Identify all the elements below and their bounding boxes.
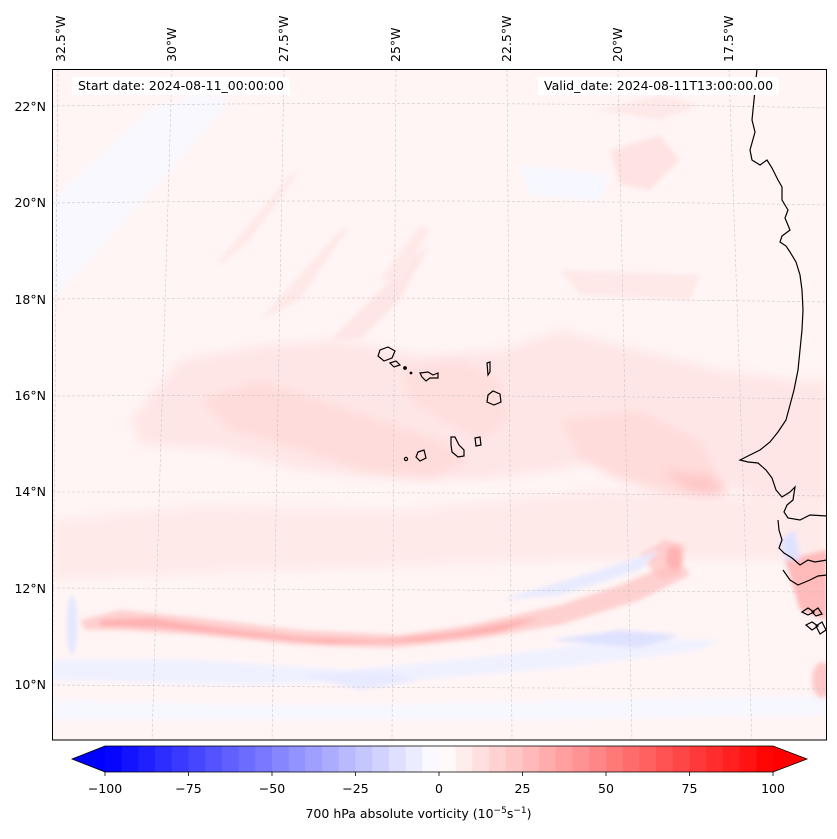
colorbar-segment	[372, 746, 390, 772]
vorticity-field	[52, 69, 827, 740]
coastline	[377, 69, 827, 635]
bijagos-islands	[800, 607, 827, 635]
colorbar-tick-label: 25	[514, 781, 531, 796]
colorbar-segment	[205, 746, 223, 772]
colorbar-segment	[689, 746, 707, 772]
lat-label: 20°N	[14, 195, 46, 210]
cape-verde-band	[52, 330, 827, 580]
colorbar-tick-label: 50	[598, 781, 614, 796]
colorbar-segment	[455, 746, 473, 772]
colorbar-extend-low	[72, 746, 105, 772]
island-maio	[474, 436, 482, 447]
colorbar-segment	[622, 746, 640, 772]
graticule	[52, 69, 827, 740]
colorbar-segment	[105, 746, 123, 772]
colorbar-segment	[272, 746, 290, 772]
lat-label: 16°N	[14, 388, 46, 403]
colorbar-segment	[756, 746, 774, 772]
island-sao-vicente	[388, 360, 402, 368]
colorbar-segment	[522, 746, 540, 772]
colorbar-segment	[706, 746, 724, 772]
colorbar-segment	[722, 746, 741, 772]
island-sal	[486, 361, 491, 377]
colorbar-tick-label: −50	[258, 781, 286, 796]
colorbar-segment	[255, 746, 273, 772]
lat-label: 18°N	[14, 292, 46, 307]
colorbar-tick-label: 100	[761, 781, 785, 796]
island-fogo	[415, 449, 427, 462]
colorbar-segment	[539, 746, 557, 772]
colorbar-segment	[405, 746, 423, 772]
colorbar-segment	[121, 746, 139, 772]
island-boa-vista	[486, 390, 502, 406]
colorbar-tick-label: −25	[342, 781, 369, 796]
colorbar-segment	[656, 746, 674, 772]
zonal-band	[80, 540, 690, 648]
colorbar-segment	[155, 746, 173, 772]
colorbar-label: 700 hPa absolute vorticity (10−5s−1)	[305, 806, 532, 822]
northern-streaks	[52, 95, 700, 340]
valid-date-label: Valid_date: 2024-08-11T13:00:00.00	[538, 77, 780, 95]
africa-coastline	[738, 69, 827, 586]
colorbar-segment	[505, 746, 524, 772]
colorbar-segment	[338, 746, 357, 772]
colorbar-segment	[439, 746, 457, 772]
colorbar-segment	[422, 746, 440, 772]
colorbar-segment	[221, 746, 240, 772]
colorbar-segment	[606, 746, 624, 772]
colorbar-segment	[188, 746, 206, 772]
colorbar-segment	[322, 746, 340, 772]
colorbar-segment	[672, 746, 691, 772]
colorbar-segment	[639, 746, 657, 772]
lat-label: 22°N	[14, 99, 46, 114]
negative-strips	[52, 550, 827, 720]
colorbar-segment	[572, 746, 590, 772]
colorbar-segment	[739, 746, 757, 772]
colorbar-tick-label: 0	[435, 781, 443, 796]
start-date-label: Start date: 2024-08-11_00:00:00	[72, 77, 290, 95]
map-frame	[52, 69, 827, 741]
colorbar-tick-label: 75	[681, 781, 698, 796]
island-santiago	[450, 436, 465, 458]
colorbar-segment	[138, 746, 156, 772]
lat-label: 10°N	[14, 677, 46, 692]
colorbar-segment	[355, 746, 373, 772]
colorbar-segment	[388, 746, 407, 772]
colorbar-segment	[288, 746, 306, 772]
colorbar-segment	[555, 746, 574, 772]
colorbar	[70, 745, 809, 776]
colorbar-segment	[589, 746, 607, 772]
lat-label: 12°N	[14, 581, 46, 596]
colorbar-segment	[305, 746, 323, 772]
colorbar-extend-high	[773, 746, 807, 772]
colorbar-segment	[489, 746, 507, 772]
island-santo-antao	[377, 346, 396, 362]
lat-label: 14°N	[14, 484, 46, 499]
colorbar-segment	[171, 746, 190, 772]
island-brava	[403, 456, 409, 462]
island-sao-nicolau	[419, 371, 439, 382]
colorbar-tick-label: −75	[175, 781, 202, 796]
colorbar-tick-label: −100	[87, 781, 123, 796]
colorbar-segment	[472, 746, 490, 772]
colorbar-segment	[238, 746, 256, 772]
